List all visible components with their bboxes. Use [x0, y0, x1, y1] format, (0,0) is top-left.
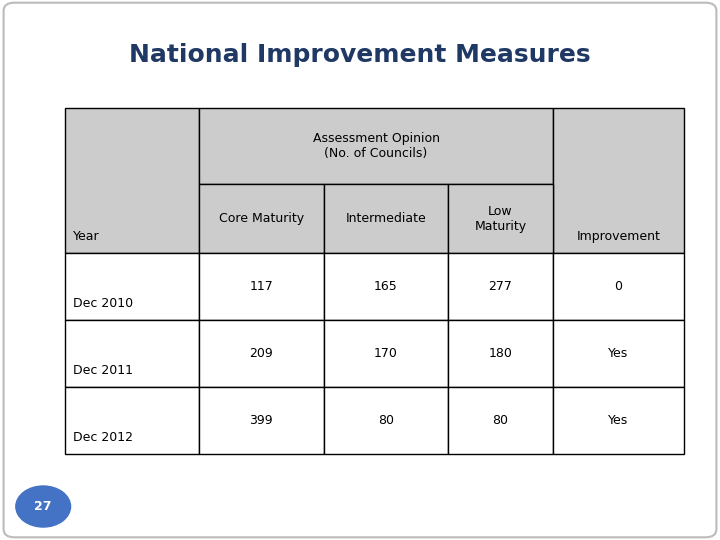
Bar [553, 320, 684, 387]
Bar [199, 108, 553, 184]
Bar [448, 320, 553, 387]
Bar [323, 184, 448, 253]
Text: 165: 165 [374, 280, 397, 293]
Text: 209: 209 [250, 347, 274, 360]
Circle shape [16, 486, 71, 527]
Bar [199, 387, 323, 454]
Bar [65, 320, 199, 387]
Text: 399: 399 [250, 414, 273, 427]
Bar [553, 108, 684, 253]
Bar [448, 253, 553, 320]
Bar [65, 387, 199, 454]
Text: Improvement: Improvement [577, 231, 660, 244]
Text: Low
Maturity: Low Maturity [474, 205, 526, 233]
Bar [553, 253, 684, 320]
Bar [199, 253, 323, 320]
Text: Dec 2011: Dec 2011 [73, 364, 133, 377]
Text: Yes: Yes [608, 414, 629, 427]
Text: 80: 80 [492, 414, 508, 427]
Text: Intermediate: Intermediate [346, 212, 426, 225]
Bar [65, 253, 199, 320]
Bar [323, 253, 448, 320]
Text: 27: 27 [35, 500, 52, 513]
Bar [448, 387, 553, 454]
Text: Assessment Opinion
(No. of Councils): Assessment Opinion (No. of Councils) [312, 132, 439, 160]
Bar [199, 184, 323, 253]
Text: Dec 2010: Dec 2010 [73, 297, 134, 310]
Bar [553, 387, 684, 454]
Text: 180: 180 [489, 347, 513, 360]
Text: 80: 80 [378, 414, 394, 427]
Text: 277: 277 [489, 280, 513, 293]
Bar [199, 320, 323, 387]
Bar [323, 387, 448, 454]
Text: Core Maturity: Core Maturity [219, 212, 304, 225]
Text: Yes: Yes [608, 347, 629, 360]
Text: Dec 2012: Dec 2012 [73, 431, 133, 444]
Text: Year: Year [73, 231, 100, 244]
Text: National Improvement Measures: National Improvement Measures [129, 43, 591, 67]
Text: 170: 170 [374, 347, 398, 360]
Bar [65, 108, 199, 253]
Bar [323, 320, 448, 387]
Text: 117: 117 [250, 280, 274, 293]
Bar [448, 184, 553, 253]
Text: 0: 0 [614, 280, 623, 293]
